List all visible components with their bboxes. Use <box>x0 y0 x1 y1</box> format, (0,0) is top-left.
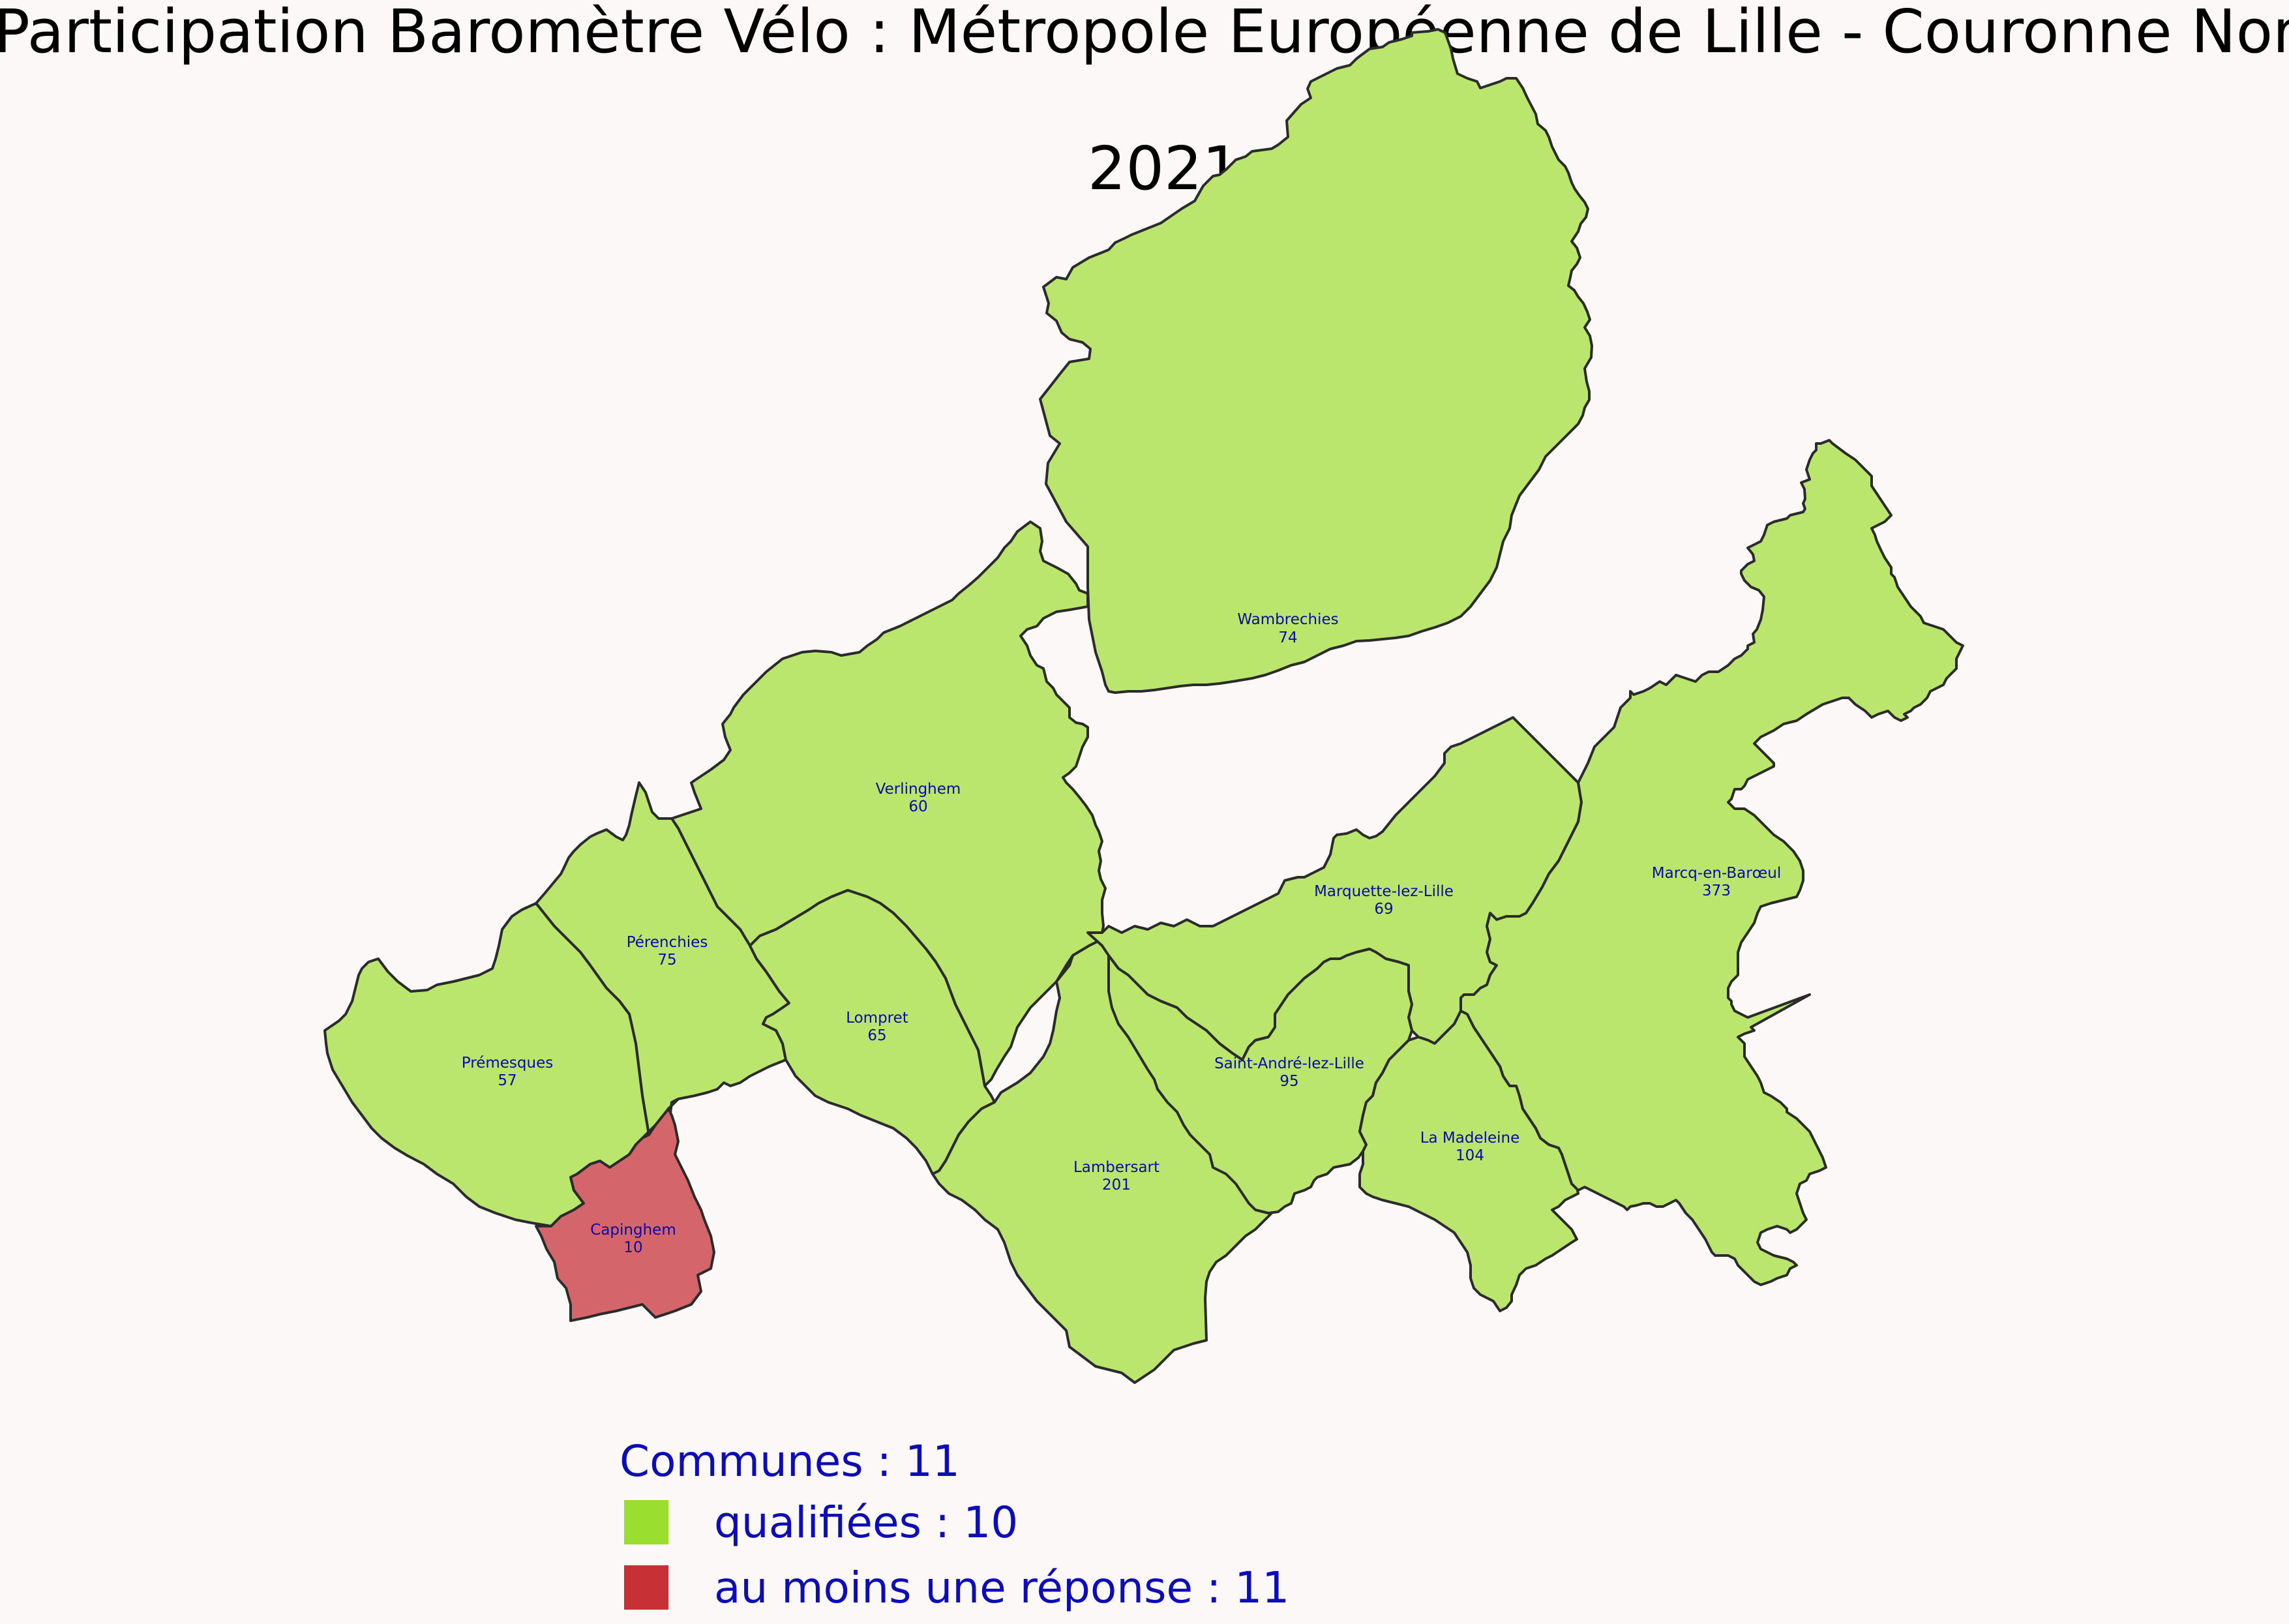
label-lambersart-count: 201 <box>1102 1177 1131 1194</box>
commune-labels: Wambrechies 74 Verlinghem 60 Pérenchies … <box>462 611 1781 1256</box>
label-la-madeleine-count: 104 <box>1456 1147 1484 1164</box>
label-marquette-name: Marquette-lez-Lille <box>1314 883 1454 900</box>
map-title: Participation Baromètre Vélo : Métropole… <box>0 0 2289 67</box>
legend-qualified-label: qualifiées : 10 <box>714 1497 1018 1548</box>
commune-la-madeleine[interactable] <box>1358 1010 1579 1312</box>
label-wambrechies-name: Wambrechies <box>1237 611 1338 628</box>
label-premesques-name: Prémesques <box>462 1055 553 1072</box>
label-premesques-count: 57 <box>498 1072 516 1089</box>
label-lompret-name: Lompret <box>846 1010 908 1027</box>
commune-marcq[interactable] <box>1459 439 1964 1286</box>
legend-header: Communes : 11 <box>620 1436 960 1486</box>
label-saint-andre-count: 95 <box>1279 1073 1298 1090</box>
label-marcq-name: Marcq-en-Barœul <box>1652 865 1781 882</box>
label-marcq-count: 373 <box>1702 882 1731 899</box>
label-lambersart-name: Lambersart <box>1073 1159 1159 1176</box>
label-la-madeleine-name: La Madeleine <box>1420 1130 1520 1147</box>
label-lompret-count: 65 <box>867 1027 886 1044</box>
label-saint-andre-name: Saint-André-lez-Lille <box>1214 1055 1364 1072</box>
label-marquette-count: 69 <box>1374 901 1393 918</box>
label-verlinghem-count: 60 <box>908 798 927 815</box>
commune-wambrechies[interactable] <box>1039 28 1593 694</box>
label-capinghem-name: Capinghem <box>590 1222 676 1239</box>
label-capinghem-count: 10 <box>623 1239 642 1256</box>
commune-premesques[interactable] <box>323 902 680 1227</box>
legend-swatch-qualified <box>624 1500 668 1544</box>
label-wambrechies-count: 74 <box>1278 629 1297 646</box>
legend: Communes : 11 qualifiées : 10 au moins u… <box>620 1436 1289 1613</box>
label-verlinghem-name: Verlinghem <box>876 781 961 798</box>
legend-response-label: au moins une réponse : 11 <box>714 1563 1289 1613</box>
label-perenchies-name: Pérenchies <box>627 934 708 951</box>
label-perenchies-count: 75 <box>657 952 676 969</box>
commune-capinghem[interactable] <box>535 1107 715 1322</box>
legend-swatch-response <box>624 1565 668 1610</box>
